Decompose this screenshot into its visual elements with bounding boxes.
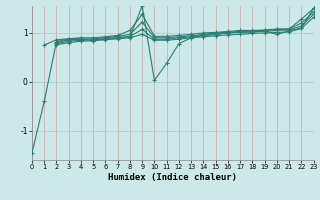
X-axis label: Humidex (Indice chaleur): Humidex (Indice chaleur) bbox=[108, 173, 237, 182]
